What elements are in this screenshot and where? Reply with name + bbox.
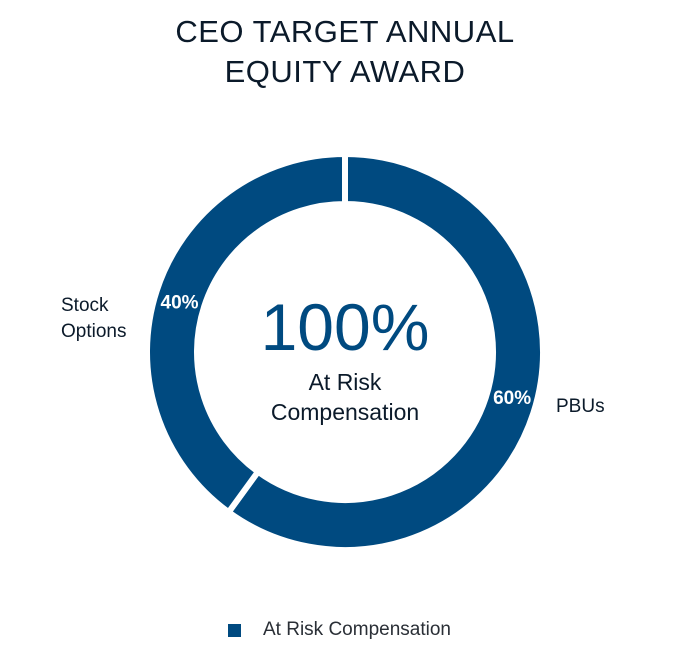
chart-title-line-2: EQUITY AWARD [224,54,466,89]
legend: At Risk Compensation [228,619,451,641]
slice-value-labels: 60% 40% [161,292,532,408]
category-label-pbus: PBUs [556,396,605,417]
category-label-stock-options: Stock Options [61,295,126,342]
legend-label: At Risk Compensation [263,619,451,640]
legend-swatch [228,623,241,637]
slice-value-label: 40% [161,292,199,313]
slice-pbus [224,150,546,553]
chart-title-line-1: CEO TARGET ANNUAL [175,14,515,49]
slice-value-label: 60% [493,388,531,409]
center-label-line-2: Compensation [271,399,419,425]
chart-title: CEO TARGET ANNUAL EQUITY AWARD [0,12,690,92]
category-labels: PBUs Stock Options [61,295,605,417]
center-label-line-1: At Risk [309,369,382,395]
center-value: 100% [261,290,430,364]
slice-stock-options [144,150,348,517]
donut-slices [144,150,546,553]
